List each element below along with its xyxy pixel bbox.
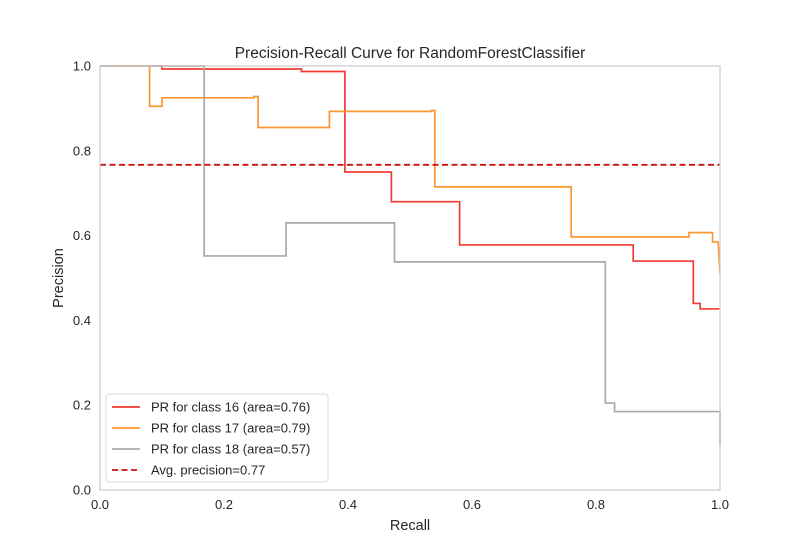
x-axis-ticks: 0.0 0.2 0.4 0.6 0.8 1.0	[91, 497, 729, 512]
y-tick-label: 0.0	[73, 483, 91, 498]
chart-title: Precision-Recall Curve for RandomForestC…	[235, 45, 586, 62]
x-tick-label: 0.0	[91, 497, 109, 512]
legend-entry-label: PR for class 16 (area=0.76)	[151, 400, 310, 415]
y-tick-label: 1.0	[73, 59, 91, 74]
legend-entry-label: PR for class 17 (area=0.79)	[151, 421, 310, 436]
pr-curve-series-2	[100, 65, 721, 274]
x-axis-title: Recall	[390, 518, 430, 534]
y-axis-ticks: 0.0 0.2 0.4 0.6 0.8 1.0	[73, 59, 91, 498]
pr-curve-series-1	[100, 65, 720, 310]
x-tick-label: 0.8	[587, 497, 605, 512]
x-tick-label: 0.2	[215, 497, 233, 512]
y-axis-title: Precision	[51, 248, 67, 308]
legend-entry-label: Avg. precision=0.77	[151, 463, 265, 478]
y-tick-label: 0.4	[73, 313, 91, 328]
x-tick-label: 0.4	[339, 497, 357, 512]
x-tick-label: 1.0	[711, 497, 729, 512]
y-tick-label: 0.8	[73, 143, 91, 158]
y-tick-label: 0.6	[73, 228, 91, 243]
legend-box	[105, 393, 329, 483]
pr-curve-series-3	[100, 65, 721, 446]
legend-entry-label: PR for class 18 (area=0.57)	[151, 442, 310, 457]
series-layer	[100, 65, 721, 446]
x-tick-label: 0.6	[463, 497, 481, 512]
legend: PR for class 16 (area=0.76) PR for class …	[105, 393, 329, 483]
y-tick-label: 0.2	[73, 398, 91, 413]
axes-frame	[99, 65, 721, 491]
